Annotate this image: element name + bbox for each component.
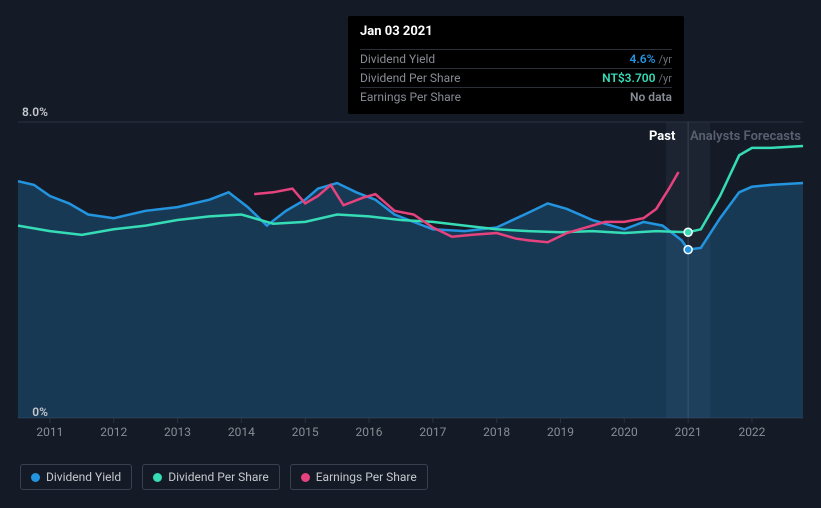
tooltip-date: Jan 03 2021 (360, 24, 672, 45)
x-tick: 2022 (738, 425, 765, 439)
legend-item[interactable]: Dividend Per Share (142, 464, 280, 490)
x-tick: 2017 (419, 425, 446, 439)
x-tick: 2016 (356, 425, 383, 439)
legend-label: Dividend Per Share (168, 470, 269, 484)
x-tick: 2021 (675, 425, 702, 439)
x-tick: 2015 (292, 425, 319, 439)
tooltip-row-label: Dividend Yield (360, 52, 435, 66)
tooltip-row: Earnings Per Share No data (360, 87, 672, 106)
tooltip-row: Dividend Yield 4.6%/yr (360, 49, 672, 68)
forecast-label: Analysts Forecasts (690, 129, 801, 144)
tooltip-row-label: Dividend Per Share (360, 71, 461, 85)
x-tick: 2013 (164, 425, 191, 439)
x-tick: 2019 (547, 425, 574, 439)
legend-item[interactable]: Dividend Yield (20, 464, 132, 490)
chart-container: Jan 03 2021 Dividend Yield4.6%/yrDividen… (0, 0, 821, 508)
y-axis-max: 8.0% (22, 105, 48, 119)
tooltip-row-value: NT$3.700/yr (602, 71, 672, 85)
legend-item[interactable]: Earnings Per Share (290, 464, 428, 490)
past-label: Past (649, 129, 675, 144)
tooltip-row-label: Earnings Per Share (360, 90, 461, 104)
legend-dot (153, 473, 162, 482)
legend-dot (301, 473, 310, 482)
x-axis: 2011 2012 2013 2014 2015 2016 2017 2018 2019 2020… (0, 425, 821, 445)
legend: Dividend Yield Dividend Per Share Earnings… (20, 464, 428, 490)
legend-label: Earnings Per Share (316, 470, 417, 484)
x-tick: 2018 (483, 425, 510, 439)
chart-tooltip: Jan 03 2021 Dividend Yield4.6%/yrDividen… (348, 16, 684, 114)
tooltip-row-value: No data (630, 90, 672, 104)
tooltip-row: Dividend Per Share NT$3.700/yr (360, 68, 672, 87)
x-tick: 2020 (611, 425, 638, 439)
legend-dot (31, 473, 40, 482)
y-axis-min: 0% (32, 405, 48, 419)
tooltip-row-value: 4.6%/yr (630, 52, 672, 66)
x-tick: 2012 (100, 425, 127, 439)
x-tick: 2014 (228, 425, 255, 439)
legend-label: Dividend Yield (46, 470, 121, 484)
x-tick: 2011 (36, 425, 63, 439)
